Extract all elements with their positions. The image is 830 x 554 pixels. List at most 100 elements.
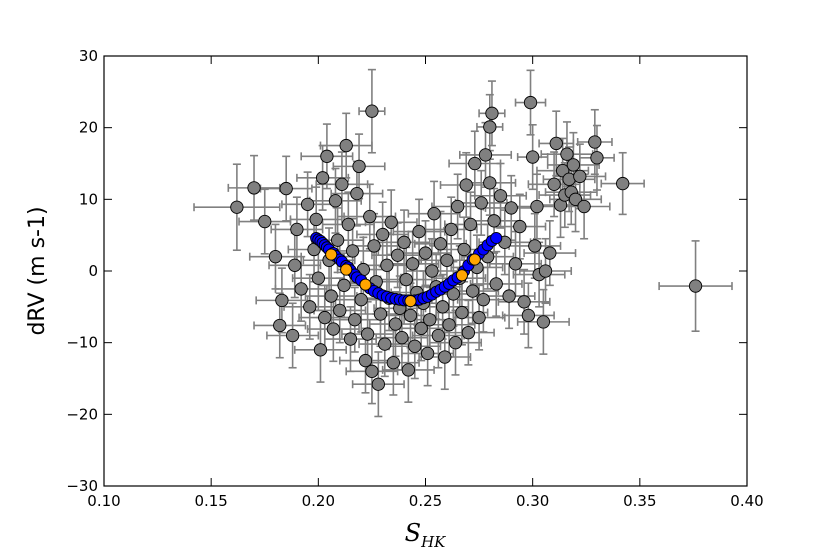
y-tick-label: 20 (79, 119, 98, 137)
axis-tick-labels: 0.10 0.15 0.20 0.25 0.30 0.35 0.40 −30 −20 −10 0 10… (66, 47, 763, 510)
observation-point (375, 227, 390, 242)
x-tick-label: 0.15 (194, 492, 227, 510)
observation-point (330, 233, 345, 247)
observation-point (435, 300, 450, 314)
observation-point (384, 215, 398, 229)
observation-point (444, 222, 458, 237)
observation-point (247, 181, 261, 195)
observation-point (450, 199, 465, 214)
x-tick-label: 0.10 (87, 492, 120, 510)
observation-point (300, 197, 315, 212)
observation-point (588, 135, 602, 149)
observation-point (303, 300, 317, 314)
observation-point (489, 277, 503, 291)
observation-point (268, 250, 283, 264)
highlighted-point (468, 253, 481, 266)
observation-point (363, 209, 377, 224)
y-tick-label: −20 (66, 405, 98, 423)
observation-point (405, 257, 420, 271)
observation-point (311, 271, 325, 285)
observation-point (493, 189, 508, 203)
observation-point (448, 336, 463, 350)
observation-point (337, 278, 351, 292)
observation-point (538, 264, 553, 278)
observation-point (333, 303, 347, 318)
observation-point (573, 169, 587, 184)
y-tick-label: 30 (79, 47, 98, 65)
observation-point (420, 346, 435, 361)
observation-point (513, 219, 527, 234)
observation-point (463, 217, 478, 232)
y-tick-label: −30 (66, 477, 98, 495)
highlighted-point (325, 248, 338, 261)
observation-point (386, 356, 400, 370)
x-axis-label-base: S (405, 519, 421, 547)
y-tick-label: −10 (66, 334, 98, 352)
observation-point (461, 325, 476, 340)
observation-point (504, 201, 518, 215)
observation-point (313, 343, 328, 357)
observation-point (547, 177, 561, 191)
observation-point (388, 317, 403, 331)
observation-point (401, 363, 416, 377)
observation-point (290, 222, 304, 237)
highlighted-points (325, 248, 481, 308)
observation-point (390, 248, 405, 262)
observation-point (358, 353, 373, 368)
y-tick-label: 0 (88, 262, 98, 280)
observation-point (345, 244, 360, 258)
x-tick-label: 0.20 (302, 492, 335, 510)
observation-point (442, 318, 456, 332)
observation-point (380, 258, 394, 272)
observation-point (468, 156, 482, 171)
observation-point (502, 289, 516, 303)
observation-point (318, 310, 332, 325)
observation-point (279, 181, 293, 196)
observation-point (459, 178, 473, 192)
observation-point (373, 307, 388, 321)
observation-point (560, 147, 574, 161)
observation-point (414, 321, 428, 335)
observation-point (288, 258, 302, 272)
observation-point (530, 199, 544, 214)
observation-point (455, 305, 469, 320)
observation-point (339, 138, 353, 153)
observation-point (568, 192, 583, 206)
observation-point (523, 95, 538, 110)
observation-point (616, 176, 630, 191)
observation-point (341, 217, 355, 232)
observation-point (350, 186, 364, 201)
x-tick-label: 0.25 (409, 492, 442, 510)
observation-point (418, 246, 433, 260)
observation-point (354, 293, 368, 307)
observation-point (521, 308, 536, 323)
observation-point (348, 313, 362, 327)
observation-point (508, 257, 523, 271)
observation-point (528, 239, 542, 253)
observation-point (365, 104, 379, 118)
observation-point (431, 328, 446, 343)
observation-point (309, 212, 323, 227)
observation-point (526, 150, 540, 164)
observation-point (536, 315, 551, 329)
observation-point (343, 332, 358, 346)
observation-point (371, 377, 385, 391)
observation-point (485, 106, 499, 120)
observation-point (258, 214, 272, 229)
observation-point (433, 237, 448, 251)
observation-point (360, 327, 375, 341)
y-tick-label: 10 (79, 190, 98, 208)
observation-point (440, 253, 454, 267)
observation-point (427, 207, 441, 221)
observation-point (294, 282, 308, 296)
observation-point (487, 214, 501, 228)
observation-point (476, 293, 491, 307)
observation-point (425, 264, 439, 278)
observation-point (367, 239, 381, 253)
x-tick-label: 0.35 (623, 492, 656, 510)
highlighted-point (455, 269, 468, 282)
model-point (490, 231, 503, 245)
observation-point (315, 171, 330, 185)
